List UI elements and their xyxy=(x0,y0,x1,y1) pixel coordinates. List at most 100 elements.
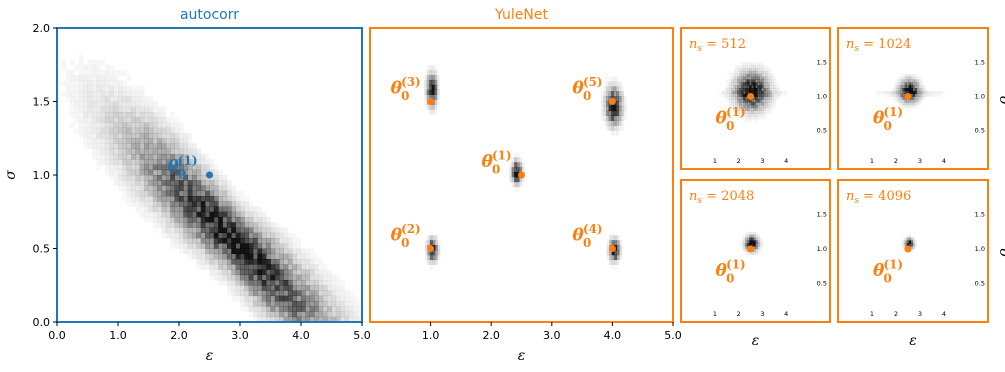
density-cell xyxy=(261,243,267,249)
density-cell xyxy=(122,81,127,87)
density-cell xyxy=(733,96,736,100)
density-cell xyxy=(757,110,760,114)
density-cell xyxy=(231,296,236,302)
density-cell xyxy=(434,240,438,246)
density-cell xyxy=(720,90,724,94)
density-cell xyxy=(743,237,746,241)
density-cell xyxy=(910,99,914,103)
density-cell xyxy=(305,274,311,281)
x-tick-label: 2.0 xyxy=(482,329,500,342)
density-cell xyxy=(179,164,184,171)
density-cell xyxy=(209,238,215,244)
density-cell xyxy=(66,75,71,81)
ns-value: 1024 xyxy=(878,37,911,52)
x-tick-label: 4 xyxy=(784,310,788,318)
density-cell xyxy=(918,90,922,94)
density-cell xyxy=(916,82,920,86)
density-cell xyxy=(894,93,897,97)
density-cell xyxy=(253,311,258,318)
density-cell xyxy=(314,306,319,312)
x-tick-label: 0.0 xyxy=(48,329,66,342)
density-cell xyxy=(187,206,193,213)
density-cell xyxy=(761,76,764,80)
density-cell xyxy=(236,296,241,302)
x-tick-label: 4 xyxy=(942,310,946,318)
density-cell xyxy=(109,127,114,134)
density-cell xyxy=(939,90,942,94)
density-cell xyxy=(749,90,752,94)
density-cell xyxy=(765,99,768,103)
density-cell xyxy=(759,99,762,103)
density-cell xyxy=(910,240,914,244)
density-cell xyxy=(424,79,428,86)
density-cell xyxy=(183,164,189,171)
density-cell xyxy=(910,82,914,86)
density-cell xyxy=(765,110,768,114)
density-cell xyxy=(279,269,284,276)
density-cell xyxy=(183,222,189,228)
density-cell xyxy=(933,90,936,94)
density-cell xyxy=(174,217,180,223)
density-cell xyxy=(266,264,271,270)
density-cell xyxy=(174,127,180,134)
density-cell xyxy=(66,81,71,87)
density-cell xyxy=(729,79,732,83)
density-cell xyxy=(157,196,162,202)
x-tick-label: 1.0 xyxy=(422,329,440,342)
density-cell xyxy=(270,285,276,291)
density-cell xyxy=(122,191,127,197)
density-cell xyxy=(931,90,934,94)
density-cell xyxy=(331,285,337,291)
density-cell xyxy=(218,280,223,286)
density-cell xyxy=(755,79,758,83)
density-cell xyxy=(739,105,742,109)
density-cell xyxy=(209,227,215,234)
density-cell xyxy=(161,154,167,160)
density-cell xyxy=(152,159,158,165)
density-cell xyxy=(244,253,250,260)
ns-label: ns = 4096 xyxy=(846,189,911,206)
density-cell xyxy=(170,185,175,192)
density-cell xyxy=(908,237,912,241)
density-cell xyxy=(148,101,154,108)
density-cell xyxy=(266,301,271,307)
density-cell xyxy=(729,99,732,103)
density-cell xyxy=(753,87,756,92)
density-cell xyxy=(771,74,773,77)
density-cell xyxy=(729,76,732,80)
density-cell xyxy=(729,102,732,106)
density-cell xyxy=(616,81,619,87)
density-cell xyxy=(737,96,740,100)
density-cell xyxy=(279,253,284,260)
x-tick-label: 3 xyxy=(918,310,922,318)
density-cell xyxy=(122,133,128,139)
density-cell xyxy=(257,290,263,297)
density-cell xyxy=(283,264,289,270)
density-cell xyxy=(301,316,306,323)
density-cell xyxy=(279,316,284,323)
density-cell xyxy=(231,211,236,218)
density-cell xyxy=(765,105,768,109)
density-cell xyxy=(751,107,754,111)
density-cell xyxy=(87,80,93,87)
density-cell xyxy=(322,274,328,281)
density-cell xyxy=(912,240,916,244)
x-tick-label: 5.0 xyxy=(353,329,371,342)
density-cell xyxy=(240,217,245,223)
density-cell xyxy=(109,91,114,97)
density-cell xyxy=(213,232,219,239)
density-cell xyxy=(749,70,752,75)
density-cell xyxy=(737,65,740,69)
density-cell xyxy=(274,274,280,281)
density-cell xyxy=(516,157,520,163)
density-cell xyxy=(88,138,93,144)
density-cell xyxy=(179,249,184,255)
density-cell xyxy=(261,290,267,297)
density-cell xyxy=(431,75,435,81)
density-cell xyxy=(735,99,738,103)
density-cell xyxy=(747,251,750,256)
density-cell xyxy=(611,249,615,256)
density-cell xyxy=(152,112,158,118)
density-cell xyxy=(205,243,210,249)
ns-label: ns = 2048 xyxy=(689,189,754,206)
